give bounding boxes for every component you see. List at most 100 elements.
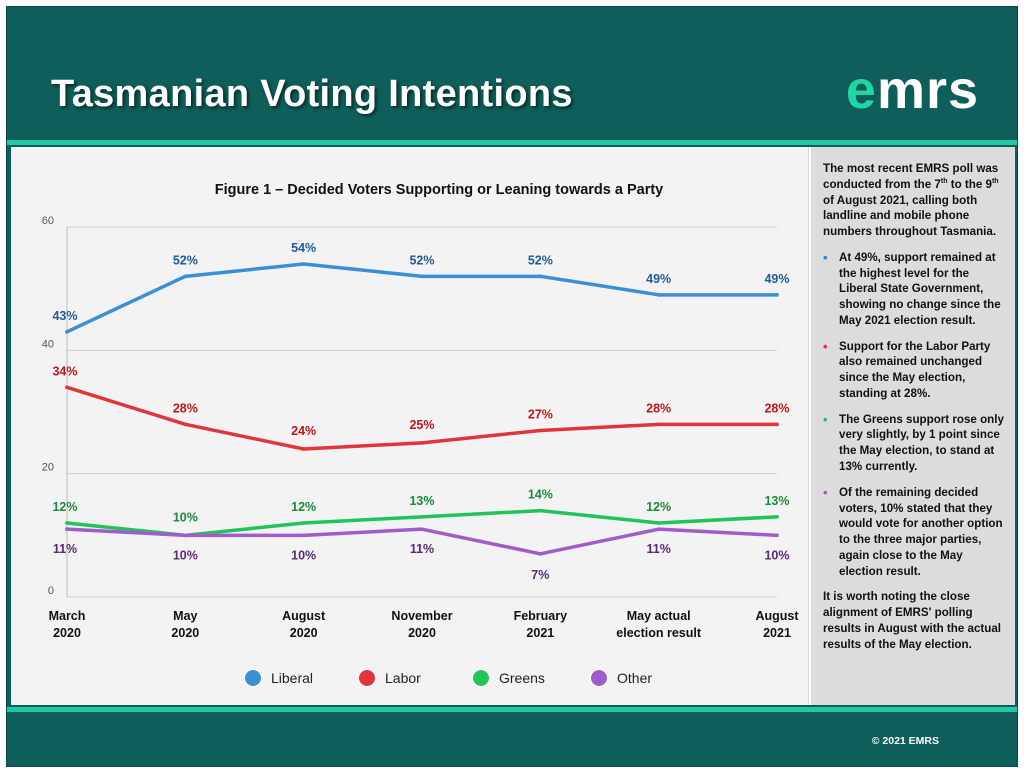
legend-marker-liberal: [244, 669, 262, 687]
data-point-labor: [656, 422, 661, 427]
bullet-item: • Support for the Labor Party also remain…: [823, 339, 1005, 402]
legend-label-other: Other: [617, 670, 652, 686]
data-label-labor: 27%: [528, 408, 553, 422]
data-point-liberal: [65, 330, 69, 334]
data-point-liberal: [301, 262, 306, 266]
x-tick-label-line: 2021: [526, 626, 554, 640]
x-tick-label-line: August: [282, 609, 326, 623]
y-tick-label: 60: [42, 215, 54, 227]
data-label-labor: 28%: [173, 401, 198, 415]
legend-label-liberal: Liberal: [271, 670, 313, 686]
data-label-liberal: 52%: [528, 253, 553, 267]
bullet-item: • Of the remaining decided voters, 10% st…: [823, 485, 1005, 580]
data-label-liberal: 54%: [291, 241, 316, 255]
data-label-other: 11%: [53, 542, 77, 556]
data-point-greens: [656, 521, 661, 525]
data-label-greens: 10%: [173, 510, 198, 524]
bullet-item: • At 49%, support remained at the highest…: [823, 250, 1005, 329]
data-point-labor: [538, 428, 543, 433]
legend-marker-greens: [472, 669, 490, 687]
data-point-other: [538, 552, 543, 556]
data-point-other: [420, 527, 424, 531]
x-tick-label: March 2020: [49, 609, 86, 640]
x-tick-label-line: 2020: [53, 626, 81, 640]
data-label-other: 10%: [764, 548, 789, 562]
data-point-greens: [420, 515, 424, 519]
x-tick-label: May 2020: [171, 609, 199, 640]
data-point-liberal: [183, 274, 188, 279]
data-point-greens: [65, 521, 69, 525]
data-point-labor: [183, 422, 188, 427]
content-area: Figure 1 – Decided Voters Supporting or …: [11, 147, 1015, 705]
data-point-labor: [301, 447, 306, 451]
bullet-dot-icon: •: [823, 338, 828, 354]
footer-divider: [7, 707, 1017, 712]
page-title: Tasmanian Voting Intentions: [51, 73, 573, 115]
data-point-other: [183, 533, 188, 538]
data-label-labor: 24%: [291, 424, 316, 438]
data-label-liberal: 52%: [409, 253, 434, 267]
data-label-greens: 13%: [409, 494, 434, 508]
data-point-other: [301, 533, 306, 538]
chart-title: Figure 1 – Decided Voters Supporting or …: [215, 182, 664, 198]
bullet-dot-icon: •: [823, 484, 828, 500]
data-label-liberal: 49%: [764, 272, 789, 286]
header-divider: [7, 140, 1017, 145]
data-point-greens: [775, 515, 779, 519]
logo-accent-letter: e: [845, 60, 877, 120]
bullet-text: At 49%, support remained at the highest …: [839, 250, 1001, 327]
data-label-other: 11%: [646, 542, 670, 556]
closing-text: It is worth noting the close alignment o…: [823, 590, 1002, 651]
data-label-labor: 25%: [409, 418, 434, 432]
data-label-greens: 12%: [646, 500, 671, 514]
chart-area: Figure 1 – Decided Voters Supporting or …: [11, 147, 809, 705]
data-point-liberal: [538, 274, 543, 279]
legend-label-labor: Labor: [385, 670, 421, 686]
x-tick-label: November 2020: [391, 609, 452, 640]
legend-marker-other: [590, 669, 608, 687]
bullet-list: • At 49%, support remained at the highest…: [823, 250, 1005, 580]
y-tick-label: 20: [42, 462, 54, 474]
x-tick-label-line: May actual: [627, 609, 691, 623]
data-label-liberal: 52%: [173, 253, 198, 267]
data-label-greens: 13%: [764, 494, 789, 508]
bullet-text: Support for the Labor Party also remaine…: [839, 339, 991, 400]
slide: Tasmanian Voting Intentions emrs Figure …: [6, 6, 1018, 767]
data-label-greens: 12%: [52, 500, 77, 514]
intro-text: The most recent EMRS poll was conducted …: [823, 162, 999, 239]
data-point-other: [65, 527, 69, 531]
x-tick-label-line: election result: [616, 626, 702, 640]
data-point-other: [656, 527, 661, 531]
line-chart: Figure 1 – Decided Voters Supporting or …: [42, 182, 799, 687]
x-tick-label-line: 2020: [171, 626, 199, 640]
data-label-greens: 12%: [291, 500, 316, 514]
x-tick-label-line: August: [755, 609, 799, 623]
y-tick-label: 40: [42, 338, 54, 350]
x-tick-label-line: March: [49, 609, 86, 623]
commentary-panel: The most recent EMRS poll was conducted …: [811, 147, 1015, 705]
bullet-text: The Greens support rose only very slight…: [839, 412, 1004, 474]
data-label-other: 7%: [531, 568, 549, 582]
data-point-liberal: [656, 293, 661, 297]
x-tick-label-line: May: [173, 609, 197, 623]
data-point-other: [775, 533, 779, 538]
legend-label-greens: Greens: [499, 670, 545, 686]
data-label-liberal: 49%: [646, 272, 671, 286]
x-tick-label: May actual election result: [616, 609, 702, 640]
data-label-other: 11%: [410, 542, 434, 556]
data-point-greens: [301, 521, 306, 525]
bullet-dot-icon: •: [823, 249, 828, 265]
legend-marker-labor: [358, 669, 376, 687]
copyright-text: © 2021 EMRS: [871, 735, 939, 747]
emrs-logo: emrs: [846, 59, 979, 121]
logo-text: mrs: [876, 60, 979, 120]
data-point-liberal: [775, 293, 779, 297]
data-point-labor: [420, 441, 424, 445]
data-label-labor: 34%: [52, 364, 77, 378]
x-tick-label-line: February: [514, 609, 568, 623]
bullet-item: • The Greens support rose only very sligh…: [823, 412, 1005, 475]
data-label-liberal: 43%: [52, 309, 77, 323]
bullet-dot-icon: •: [823, 411, 828, 427]
x-tick-label: August 2020: [282, 609, 326, 640]
x-tick-label: February 2021: [514, 609, 568, 640]
